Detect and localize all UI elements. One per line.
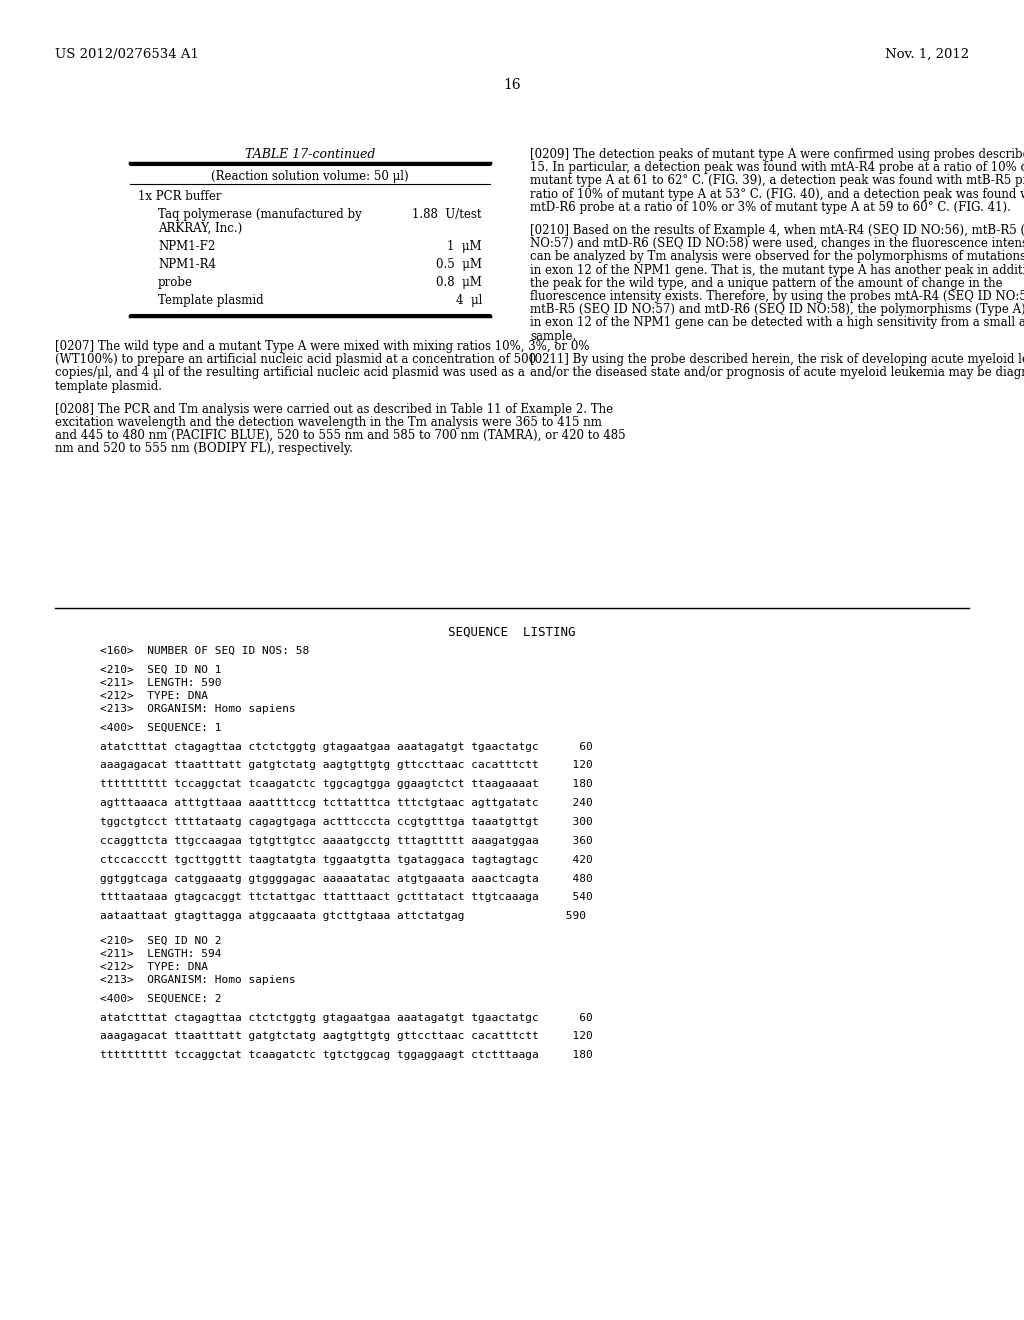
Text: in exon 12 of the NPM1 gene can be detected with a high sensitivity from a small: in exon 12 of the NPM1 gene can be detec… (530, 317, 1024, 330)
Text: in exon 12 of the NPM1 gene. That is, the mutant type A has another peak in addi: in exon 12 of the NPM1 gene. That is, th… (530, 264, 1024, 277)
Text: Nov. 1, 2012: Nov. 1, 2012 (885, 48, 969, 61)
Text: 1  μM: 1 μM (447, 240, 482, 253)
Text: the peak for the wild type, and a unique pattern of the amount of change in the: the peak for the wild type, and a unique… (530, 277, 1002, 290)
Text: and 445 to 480 nm (PACIFIC BLUE), 520 to 555 nm and 585 to 700 nm (TAMRA), or 42: and 445 to 480 nm (PACIFIC BLUE), 520 to… (55, 429, 626, 442)
Text: (WT100%) to prepare an artificial nucleic acid plasmid at a concentration of 500: (WT100%) to prepare an artificial nuclei… (55, 354, 537, 366)
Text: <400>  SEQUENCE: 1: <400> SEQUENCE: 1 (100, 723, 221, 733)
Text: SEQUENCE  LISTING: SEQUENCE LISTING (449, 626, 575, 639)
Text: atatctttat ctagagttaa ctctctggtg gtagaatgaa aaatagatgt tgaactatgc      60: atatctttat ctagagttaa ctctctggtg gtagaat… (100, 742, 593, 751)
Text: copies/μl, and 4 μl of the resulting artificial nucleic acid plasmid was used as: copies/μl, and 4 μl of the resulting art… (55, 367, 525, 379)
Text: [0211] By using the probe described herein, the risk of developing acute myeloid: [0211] By using the probe described here… (530, 352, 1024, 366)
Text: agtttaaaca atttgttaaa aaattttccg tcttatttca tttctgtaac agttgatatc     240: agtttaaaca atttgttaaa aaattttccg tcttatt… (100, 799, 593, 808)
Text: <211>  LENGTH: 594: <211> LENGTH: 594 (100, 949, 221, 958)
Text: Template plasmid: Template plasmid (158, 294, 263, 308)
Text: US 2012/0276534 A1: US 2012/0276534 A1 (55, 48, 199, 61)
Text: tggctgtcct ttttataatg cagagtgaga actttcccta ccgtgtttga taaatgttgt     300: tggctgtcct ttttataatg cagagtgaga actttcc… (100, 817, 593, 826)
Text: can be analyzed by Tm analysis were observed for the polymorphisms of mutations : can be analyzed by Tm analysis were obse… (530, 251, 1024, 264)
Text: excitation wavelength and the detection wavelength in the Tm analysis were 365 t: excitation wavelength and the detection … (55, 416, 602, 429)
Text: 0.8  μM: 0.8 μM (436, 276, 482, 289)
Text: <212>  TYPE: DNA: <212> TYPE: DNA (100, 962, 208, 972)
Text: 15. In particular, a detection peak was found with mtA-R4 probe at a ratio of 10: 15. In particular, a detection peak was … (530, 161, 1024, 174)
Text: ccaggttcta ttgccaagaa tgtgttgtcc aaaatgcctg tttagttttt aaagatggaa     360: ccaggttcta ttgccaagaa tgtgttgtcc aaaatgc… (100, 836, 593, 846)
Text: <211>  LENGTH: 590: <211> LENGTH: 590 (100, 678, 221, 688)
Text: mutant type A at 61 to 62° C. (FIG. 39), a detection peak was found with mtB-R5 : mutant type A at 61 to 62° C. (FIG. 39),… (530, 174, 1024, 187)
Text: nm and 520 to 555 nm (BODIPY FL), respectively.: nm and 520 to 555 nm (BODIPY FL), respec… (55, 442, 353, 455)
Text: <210>  SEQ ID NO 2: <210> SEQ ID NO 2 (100, 936, 221, 946)
Text: <210>  SEQ ID NO 1: <210> SEQ ID NO 1 (100, 665, 221, 675)
Text: ratio of 10% of mutant type A at 53° C. (FIG. 40), and a detection peak was foun: ratio of 10% of mutant type A at 53° C. … (530, 187, 1024, 201)
Text: ttttaataaa gtagcacggt ttctattgac ttatttaact gctttatact ttgtcaaaga     540: ttttaataaa gtagcacggt ttctattgac ttattta… (100, 892, 593, 903)
Text: (Reaction solution volume: 50 μl): (Reaction solution volume: 50 μl) (211, 170, 409, 183)
Text: <213>  ORGANISM: Homo sapiens: <213> ORGANISM: Homo sapiens (100, 704, 296, 714)
Text: aaagagacat ttaatttatt gatgtctatg aagtgttgtg gttccttaac cacatttctt     120: aaagagacat ttaatttatt gatgtctatg aagtgtt… (100, 760, 593, 771)
Text: fluorescence intensity exists. Therefore, by using the probes mtA-R4 (SEQ ID NO:: fluorescence intensity exists. Therefore… (530, 290, 1024, 304)
Text: [0208] The PCR and Tm analysis were carried out as described in Table 11 of Exam: [0208] The PCR and Tm analysis were carr… (55, 403, 613, 416)
Text: <213>  ORGANISM: Homo sapiens: <213> ORGANISM: Homo sapiens (100, 975, 296, 985)
Text: aataattaat gtagttagga atggcaaata gtcttgtaaa attctatgag               590: aataattaat gtagttagga atggcaaata gtcttgt… (100, 911, 586, 921)
Text: <160>  NUMBER OF SEQ ID NOS: 58: <160> NUMBER OF SEQ ID NOS: 58 (100, 645, 309, 656)
Text: [0209] The detection peaks of mutant type A were confirmed using probes describe: [0209] The detection peaks of mutant typ… (530, 148, 1024, 161)
Text: NPM1-R4: NPM1-R4 (158, 257, 216, 271)
Text: ctccaccctt tgcttggttt taagtatgta tggaatgtta tgataggaca tagtagtagc     420: ctccaccctt tgcttggttt taagtatgta tggaatg… (100, 854, 593, 865)
Text: ggtggtcaga catggaaatg gtggggagac aaaaatatac atgtgaaata aaactcagta     480: ggtggtcaga catggaaatg gtggggagac aaaaata… (100, 874, 593, 883)
Text: and/or the diseased state and/or prognosis of acute myeloid leukemia may be diag: and/or the diseased state and/or prognos… (530, 366, 1024, 379)
Text: [0207] The wild type and a mutant Type A were mixed with mixing ratios 10%, 3%, : [0207] The wild type and a mutant Type A… (55, 341, 590, 352)
Text: aaagagacat ttaatttatt gatgtctatg aagtgttgtg gttccttaac cacatttctt     120: aaagagacat ttaatttatt gatgtctatg aagtgtt… (100, 1031, 593, 1041)
Text: ARKRAY, Inc.): ARKRAY, Inc.) (158, 222, 243, 235)
Text: template plasmid.: template plasmid. (55, 380, 162, 392)
Text: mtD-R6 probe at a ratio of 10% or 3% of mutant type A at 59 to 60° C. (FIG. 41).: mtD-R6 probe at a ratio of 10% or 3% of … (530, 201, 1011, 214)
Text: tttttttttt tccaggctat tcaagatctc tggcagtgga ggaagtctct ttaagaaaat     180: tttttttttt tccaggctat tcaagatctc tggcagt… (100, 779, 593, 789)
Text: 4  μl: 4 μl (456, 294, 482, 308)
Text: 1x PCR buffer: 1x PCR buffer (138, 190, 221, 203)
Text: tttttttttt tccaggctat tcaagatctc tgtctggcag tggaggaagt ctctttaaga     180: tttttttttt tccaggctat tcaagatctc tgtctgg… (100, 1051, 593, 1060)
Text: TABLE 17-continued: TABLE 17-continued (245, 148, 375, 161)
Text: 0.5  μM: 0.5 μM (436, 257, 482, 271)
Text: probe: probe (158, 276, 193, 289)
Text: sample.: sample. (530, 330, 577, 343)
Text: 16: 16 (503, 78, 521, 92)
Text: [0210] Based on the results of Example 4, when mtA-R4 (SEQ ID NO:56), mtB-R5 (SE: [0210] Based on the results of Example 4… (530, 224, 1024, 238)
Text: NO:57) and mtD-R6 (SEQ ID NO:58) were used, changes in the fluorescence intensit: NO:57) and mtD-R6 (SEQ ID NO:58) were us… (530, 238, 1024, 251)
Text: mtB-R5 (SEQ ID NO:57) and mtD-R6 (SEQ ID NO:58), the polymorphisms (Type A) of m: mtB-R5 (SEQ ID NO:57) and mtD-R6 (SEQ ID… (530, 304, 1024, 317)
Text: Taq polymerase (manufactured by: Taq polymerase (manufactured by (158, 209, 361, 220)
Text: <212>  TYPE: DNA: <212> TYPE: DNA (100, 690, 208, 701)
Text: <400>  SEQUENCE: 2: <400> SEQUENCE: 2 (100, 994, 221, 1003)
Text: NPM1-F2: NPM1-F2 (158, 240, 215, 253)
Text: 1.88  U/test: 1.88 U/test (413, 209, 482, 220)
Text: atatctttat ctagagttaa ctctctggtg gtagaatgaa aaatagatgt tgaactatgc      60: atatctttat ctagagttaa ctctctggtg gtagaat… (100, 1012, 593, 1023)
